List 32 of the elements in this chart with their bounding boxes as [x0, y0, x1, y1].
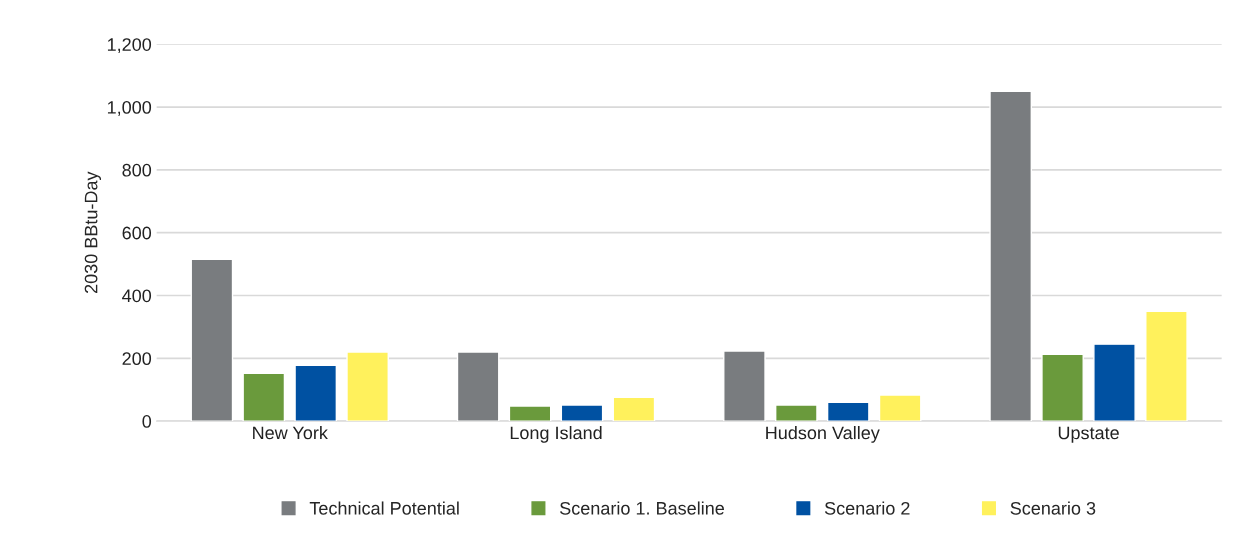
bar [774, 404, 818, 422]
bar [456, 351, 500, 422]
y-tick-label: 1,000 [107, 100, 152, 116]
legend-label: Scenario 2 [824, 501, 910, 515]
x-tick-label: New York [253, 425, 328, 440]
y-tick-label: 0 [142, 415, 152, 428]
y-axis-title: 2030 BBtu-Day [84, 171, 102, 293]
bar [826, 401, 870, 422]
bar [294, 364, 338, 422]
x-tick-label: Long Island [510, 425, 602, 443]
y-tick-label: 800 [122, 163, 152, 177]
bar [1145, 310, 1188, 422]
y-tick-label: 400 [122, 289, 152, 303]
bar [1093, 343, 1136, 422]
bar [190, 258, 234, 422]
bar [989, 90, 1032, 422]
x-tick-label: Upstate [1058, 426, 1119, 443]
bar [878, 394, 922, 422]
legend-label: Technical Potential [309, 501, 459, 515]
bar [560, 404, 604, 422]
legend-label: Scenario 3 [1010, 501, 1096, 515]
legend-label: Scenario 1. Baseline [560, 501, 724, 515]
bar [1041, 353, 1084, 422]
y-tick-label: 1,200 [107, 38, 152, 54]
bar [612, 396, 656, 422]
bar [242, 372, 286, 422]
bar [346, 351, 389, 422]
bar [508, 405, 552, 422]
x-tick-label: Hudson Valley [766, 425, 880, 443]
y-tick-label: 200 [122, 352, 152, 366]
bar [723, 350, 766, 422]
y-tick-label: 600 [122, 226, 152, 240]
